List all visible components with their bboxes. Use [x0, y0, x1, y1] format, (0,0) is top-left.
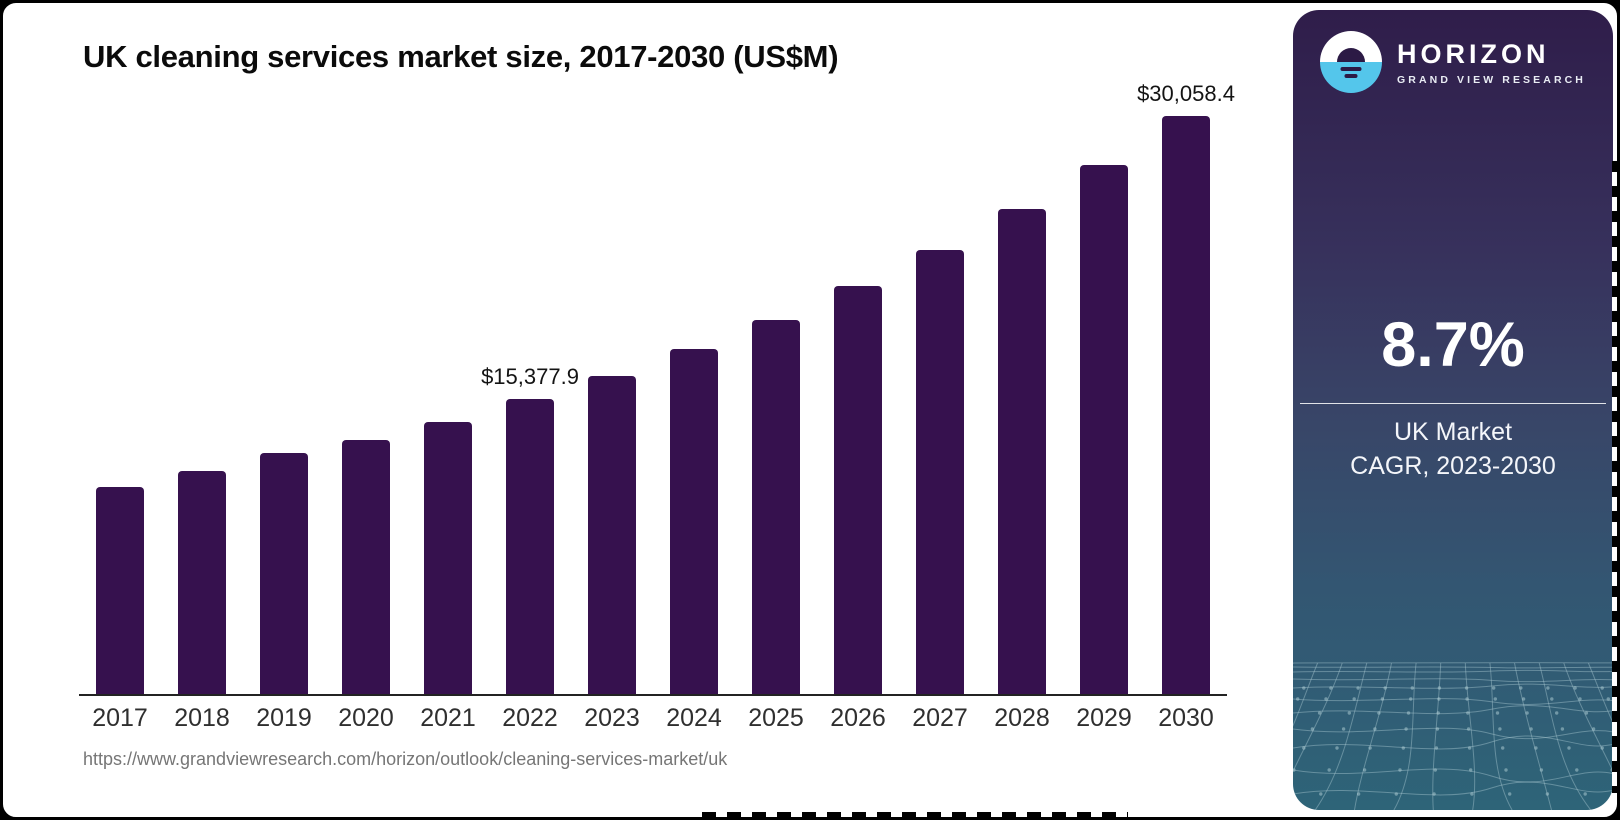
- bar-column-2029: 2029: [1063, 3, 1145, 732]
- bar-chart: 2017 2018 2019 2020 2021 $15,377.9 2022 2023 202…: [79, 3, 1235, 732]
- bar-column-2023: 2023: [571, 3, 653, 732]
- selection-dashes-right: [1612, 161, 1617, 793]
- logo-sun-shape: [1337, 48, 1365, 62]
- bar-column-2028: 2028: [981, 3, 1063, 732]
- brand-text: HORIZON GRAND VIEW RESEARCH: [1397, 39, 1586, 86]
- data-label-2022: $15,377.9: [481, 364, 579, 390]
- brand-name: HORIZON: [1397, 38, 1550, 69]
- x-tick-2030: 2030: [1158, 704, 1214, 732]
- bar-2029: [1080, 165, 1128, 696]
- x-tick-2023: 2023: [584, 704, 640, 732]
- logo-wave-line: [1344, 74, 1358, 78]
- bar-2025: [752, 319, 800, 696]
- bar-2019: [260, 452, 308, 696]
- x-tick-2025: 2025: [748, 704, 804, 732]
- x-tick-2028: 2028: [994, 704, 1050, 732]
- cagr-value: 8.7%: [1381, 310, 1525, 380]
- wireframe-mesh-decoration: [1293, 660, 1613, 810]
- bar-column-2019: 2019: [243, 3, 325, 732]
- bar-2030: [1162, 116, 1210, 696]
- brand-row: HORIZON GRAND VIEW RESEARCH: [1293, 10, 1613, 93]
- stat-divider: [1300, 403, 1606, 404]
- x-tick-2026: 2026: [830, 704, 886, 732]
- bar-column-2026: 2026: [817, 3, 899, 732]
- chart-title: UK cleaning services market size, 2017-2…: [83, 39, 839, 74]
- bar-2023: [588, 375, 636, 696]
- selection-dashes-bottom: [691, 812, 1128, 817]
- cagr-stat-block: 8.7% UK Market CAGR, 2023-2030: [1293, 309, 1613, 483]
- bar-2028: [998, 209, 1046, 696]
- bar-2017: [96, 486, 144, 696]
- x-tick-2017: 2017: [92, 704, 148, 732]
- x-tick-2024: 2024: [666, 704, 722, 732]
- bar-column-2025: 2025: [735, 3, 817, 732]
- bar-column-2020: 2020: [325, 3, 407, 732]
- bar-column-2030: $30,058.4 2030: [1137, 3, 1235, 732]
- x-axis-line: [79, 694, 1227, 696]
- logo-wave-line: [1340, 67, 1362, 71]
- bar-2027: [916, 250, 964, 696]
- x-tick-2022: 2022: [502, 704, 558, 732]
- cagr-caption-line2: CAGR, 2023-2030: [1350, 452, 1556, 480]
- x-tick-2019: 2019: [256, 704, 312, 732]
- bar-2026: [834, 286, 882, 696]
- x-tick-2018: 2018: [174, 704, 230, 732]
- x-tick-2029: 2029: [1076, 704, 1132, 732]
- bar-column-2017: 2017: [79, 3, 161, 732]
- x-tick-2027: 2027: [912, 704, 968, 732]
- horizon-logo-icon: [1320, 31, 1382, 93]
- bar-2022: [506, 399, 554, 696]
- data-label-2030: $30,058.4: [1137, 81, 1235, 106]
- brand-side-panel: HORIZON GRAND VIEW RESEARCH 8.7% UK Mark…: [1293, 10, 1613, 810]
- bar-2024: [670, 348, 718, 696]
- bar-2021: [424, 421, 472, 696]
- source-url-text: https://www.grandviewresearch.com/horizo…: [83, 749, 728, 769]
- brand-subtitle: GRAND VIEW RESEARCH: [1397, 73, 1586, 86]
- bar-column-2022: $15,377.9 2022: [481, 3, 579, 732]
- x-tick-2021: 2021: [420, 704, 476, 732]
- x-tick-2020: 2020: [338, 704, 394, 732]
- bar-column-2024: 2024: [653, 3, 735, 732]
- bar-column-2018: 2018: [161, 3, 243, 732]
- bar-column-2027: 2027: [899, 3, 981, 732]
- cagr-caption-line1: UK Market: [1393, 418, 1513, 446]
- cagr-caption: UK Market CAGR, 2023-2030: [1293, 415, 1613, 483]
- bar-2020: [342, 439, 390, 696]
- bar-2018: [178, 470, 226, 696]
- bar-column-2021: 2021: [407, 3, 489, 732]
